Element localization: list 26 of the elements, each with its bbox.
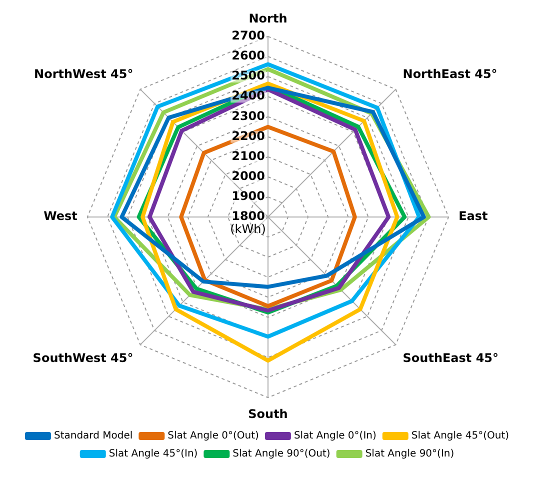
legend-label: Standard Model [54,430,133,442]
y-tick-label: 1900 [232,189,265,204]
y-tick-label: 2600 [232,48,265,63]
legend-label: Slat Angle 0°(Out) [168,430,260,442]
y-tick-label: 2300 [232,108,265,123]
legend-label: Slat Angle 45°(In) [108,448,198,460]
y-tick-label: 2700 [232,28,265,43]
spoke-label: South [248,406,288,421]
spoke-label: SouthWest 45° [32,351,134,366]
legend-label: Slat Angle 0°(In) [294,430,376,442]
spoke-label: NorthWest 45° [34,67,134,82]
spoke-label: West [44,209,78,224]
y-tick-label: 2200 [232,128,265,143]
legend-label: Slat Angle 45°(Out) [411,430,510,442]
y-tick-label: 2500 [232,68,265,83]
legend-label: Slat Angle 90°(Out) [232,448,330,460]
spoke-label: East [458,209,488,224]
text: (kWh) [230,222,266,236]
y-tick-label: 2000 [232,168,265,183]
spoke-label: North [248,11,288,26]
legend-label: Slat Angle 90°(In) [365,448,454,460]
y-tick-label: 2400 [232,88,265,103]
y-tick-label: 1800 [232,209,265,224]
spoke-label: SouthEast 45° [402,351,499,366]
spoke-label: NorthEast 45° [402,67,498,82]
y-tick-label: 2100 [232,148,265,163]
